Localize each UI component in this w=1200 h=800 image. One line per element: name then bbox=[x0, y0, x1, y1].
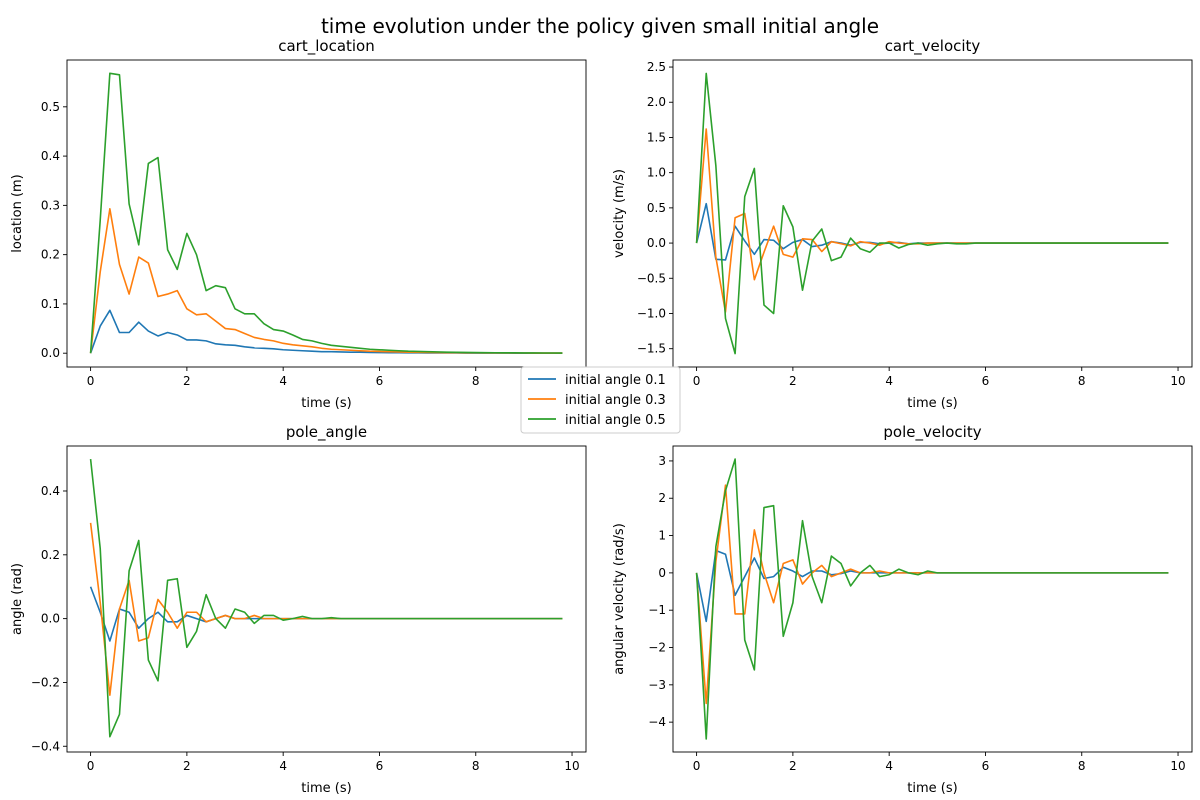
legend-box bbox=[520, 366, 681, 434]
y-tick-label-2-3: 0.2 bbox=[41, 548, 60, 562]
y-tick-label-3-1: −3 bbox=[648, 678, 666, 692]
x-tick-label-0-2: 4 bbox=[279, 374, 287, 388]
y-tick-label-2-1: −0.2 bbox=[31, 675, 60, 689]
series-line-2-0 bbox=[89, 586, 563, 642]
x-tick-label-0-0: 0 bbox=[87, 374, 95, 388]
y-tick-label-3-4: 0 bbox=[658, 566, 666, 580]
y-tick-label-0-4: 0.4 bbox=[41, 149, 60, 163]
x-tick-label-0-4: 8 bbox=[472, 374, 480, 388]
x-tick-label-1-5: 10 bbox=[1170, 374, 1185, 388]
y-tick-label-3-6: 2 bbox=[658, 491, 666, 505]
y-tick-label-0-5: 0.5 bbox=[41, 100, 60, 114]
y-tick-label-1-4: 0.5 bbox=[647, 201, 666, 215]
series-line-2-1 bbox=[89, 522, 563, 697]
y-tick-label-1-3: 0.0 bbox=[647, 236, 666, 250]
y-tick-label-0-1: 0.1 bbox=[41, 297, 60, 311]
legend-label-1: initial angle 0.3 bbox=[565, 393, 666, 408]
y-tick-label-1-8: 2.5 bbox=[647, 60, 666, 74]
legend-label-0: initial angle 0.1 bbox=[565, 373, 666, 388]
x-tick-label-3-3: 6 bbox=[982, 759, 990, 773]
series-line-0-1 bbox=[89, 208, 563, 354]
series-line-0-0 bbox=[89, 309, 563, 354]
x-axis-label-0: time (s) bbox=[301, 396, 351, 411]
y-tick-label-2-0: −0.4 bbox=[31, 739, 60, 753]
x-tick-label-2-5: 10 bbox=[564, 759, 579, 773]
y-tick-label-1-7: 2.0 bbox=[647, 95, 666, 109]
y-tick-label-1-5: 1.0 bbox=[647, 166, 666, 180]
series-line-0-2 bbox=[89, 72, 563, 354]
y-tick-label-0-0: 0.0 bbox=[41, 346, 60, 360]
series-line-3-1 bbox=[695, 484, 1169, 705]
x-axis-label-3: time (s) bbox=[907, 781, 957, 796]
y-tick-label-3-7: 3 bbox=[658, 454, 666, 468]
x-axis-label-1: time (s) bbox=[907, 396, 957, 411]
legend: initial angle 0.1 initial angle 0.3 initia… bbox=[520, 366, 681, 434]
x-tick-label-1-0: 0 bbox=[693, 374, 701, 388]
y-axis-label-3: angular velocity (rad/s) bbox=[612, 523, 627, 675]
subplot-1: 0 2 4 6 8 10 −1.5 −1.0 −0.5 0.0 0.5 1.0 1.5 2.0 2.5 car… bbox=[612, 37, 1193, 411]
series-line-1-0 bbox=[695, 202, 1169, 261]
x-tick-label-3-4: 8 bbox=[1078, 759, 1086, 773]
subplot-title-3: pole_velocity bbox=[883, 423, 981, 442]
subplot-grid: 0 2 4 6 8 0.0 0.1 0.2 0.3 0.4 0.5 cart_locationtime… bbox=[10, 37, 1193, 796]
x-tick-label-2-1: 2 bbox=[183, 759, 191, 773]
x-tick-label-3-5: 10 bbox=[1170, 759, 1185, 773]
x-tick-label-1-1: 2 bbox=[789, 374, 797, 388]
series-line-2-2 bbox=[89, 458, 563, 738]
subplot-0: 0 2 4 6 8 0.0 0.1 0.2 0.3 0.4 0.5 cart_locationtime… bbox=[10, 37, 587, 411]
axes-frame-2 bbox=[66, 445, 587, 753]
x-tick-label-1-3: 6 bbox=[982, 374, 990, 388]
y-tick-label-1-2: −0.5 bbox=[637, 271, 666, 285]
y-tick-label-2-2: 0.0 bbox=[41, 612, 60, 626]
series-line-1-2 bbox=[695, 72, 1169, 355]
y-tick-label-3-0: −4 bbox=[648, 715, 666, 729]
legend-label-2: initial angle 0.5 bbox=[565, 413, 666, 428]
x-tick-label-1-2: 4 bbox=[885, 374, 893, 388]
figure-title: time evolution under the policy given sm… bbox=[321, 14, 879, 38]
subplot-title-1: cart_velocity bbox=[885, 37, 981, 56]
y-tick-label-3-3: −1 bbox=[648, 603, 666, 617]
y-tick-label-3-2: −2 bbox=[648, 641, 666, 655]
series-line-3-2 bbox=[695, 458, 1169, 740]
x-tick-label-2-2: 4 bbox=[279, 759, 287, 773]
subplot-title-0: cart_location bbox=[278, 37, 375, 56]
y-tick-label-0-3: 0.3 bbox=[41, 198, 60, 212]
y-tick-label-1-0: −1.5 bbox=[637, 342, 666, 356]
x-tick-label-2-3: 6 bbox=[376, 759, 384, 773]
y-tick-label-1-6: 1.5 bbox=[647, 130, 666, 144]
x-axis-label-2: time (s) bbox=[301, 781, 351, 796]
axes-frame-3 bbox=[672, 445, 1193, 753]
x-tick-label-3-2: 4 bbox=[885, 759, 893, 773]
subplot-title-2: pole_angle bbox=[286, 423, 367, 442]
series-line-1-1 bbox=[695, 128, 1169, 313]
x-tick-label-2-4: 8 bbox=[472, 759, 480, 773]
y-axis-label-1: velocity (m/s) bbox=[612, 169, 627, 258]
y-tick-label-3-5: 1 bbox=[658, 529, 666, 543]
y-tick-label-0-2: 0.2 bbox=[41, 248, 60, 262]
x-tick-label-2-0: 0 bbox=[87, 759, 95, 773]
y-tick-label-1-1: −1.0 bbox=[637, 306, 666, 320]
y-tick-label-2-4: 0.4 bbox=[41, 484, 60, 498]
x-tick-label-3-1: 2 bbox=[789, 759, 797, 773]
axes-frame-0 bbox=[66, 59, 587, 368]
axes-frame-1 bbox=[672, 59, 1193, 368]
x-tick-label-3-0: 0 bbox=[693, 759, 701, 773]
y-axis-label-2: angle (rad) bbox=[10, 563, 25, 635]
y-axis-label-0: location (m) bbox=[10, 174, 25, 253]
x-tick-label-1-4: 8 bbox=[1078, 374, 1086, 388]
x-tick-label-0-3: 6 bbox=[376, 374, 384, 388]
x-tick-label-0-1: 2 bbox=[183, 374, 191, 388]
